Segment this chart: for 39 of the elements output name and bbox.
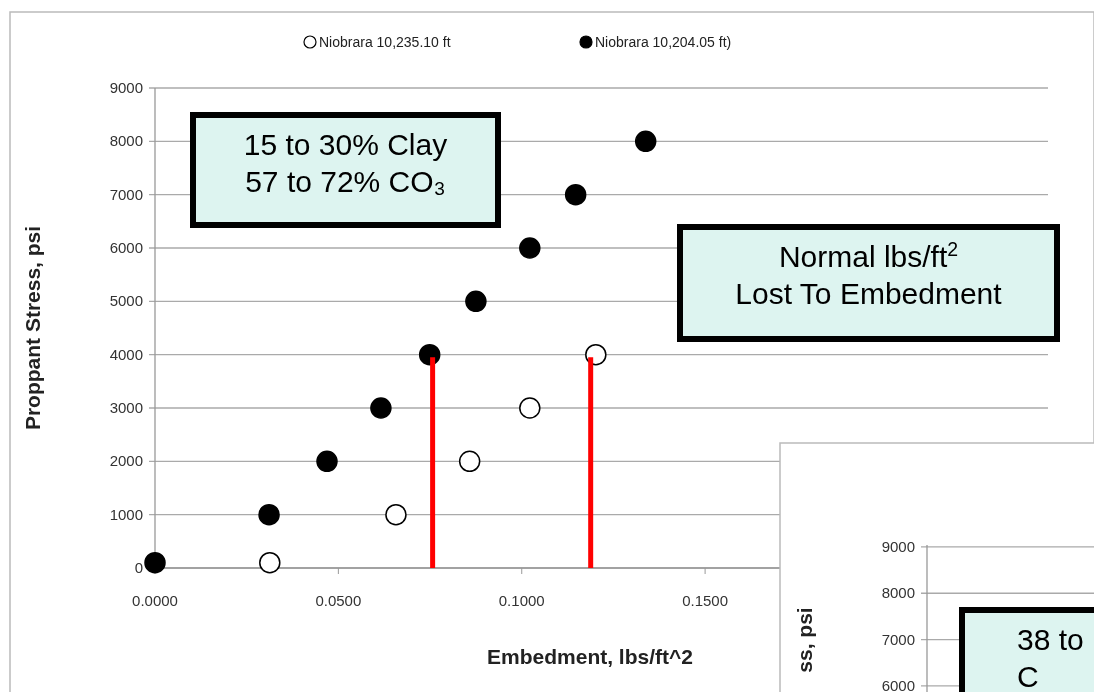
- y-tick-label: 7000: [109, 185, 143, 203]
- y-tick-label: 3000: [109, 399, 143, 416]
- annotation: 38 to C: [1017, 623, 1084, 692]
- point: [458, 450, 481, 473]
- legend-label: Niobrara 10,235.10 ft: [319, 34, 451, 50]
- point: [519, 397, 541, 419]
- annotation: 15 to 30% Clay 57 to 72% CO₃: [243, 128, 448, 198]
- point: [259, 551, 281, 574]
- x-axis-title: Embedment, lbs/ft^2: [487, 645, 693, 668]
- point: [519, 237, 541, 259]
- y-tick-label: 6000: [881, 676, 915, 692]
- y-axis-title: Proppant Stress, psi: [21, 225, 44, 431]
- y-tick-label: 0: [134, 559, 143, 576]
- y-tick-label: 8000: [881, 584, 915, 602]
- legend-label: Niobrara 10,204.05 ft): [595, 34, 732, 50]
- point: [144, 551, 166, 574]
- y-tick-label: 4000: [109, 345, 143, 363]
- point: [634, 130, 657, 153]
- y-tick-label: 8000: [109, 132, 143, 150]
- y-tick-label: 7000: [881, 630, 915, 648]
- y-tick-label: 9000: [881, 537, 915, 555]
- x-tick-label: 0.0000: [132, 592, 178, 609]
- y-tick-label: 2000: [109, 452, 143, 470]
- y-axis-title: ss, psi: [793, 607, 816, 673]
- point: [385, 503, 407, 526]
- point: [465, 290, 487, 313]
- point: [258, 503, 280, 526]
- point: [564, 183, 587, 206]
- x-tick-label: 0.0500: [315, 592, 362, 609]
- y-tick-label: 9000: [109, 79, 143, 96]
- y-tick-label: 1000: [109, 505, 143, 523]
- y-tick-label: 5000: [109, 292, 143, 310]
- point: [316, 450, 338, 473]
- x-tick-label: 0.1000: [498, 592, 545, 609]
- x-tick-label: 0.1500: [682, 592, 729, 609]
- point: [370, 397, 392, 419]
- y-tick-label: 6000: [109, 239, 143, 256]
- point: [585, 343, 607, 366]
- annotation: Normal lbs/ft$^{2}$ Lost To Embedment: [735, 238, 1003, 310]
